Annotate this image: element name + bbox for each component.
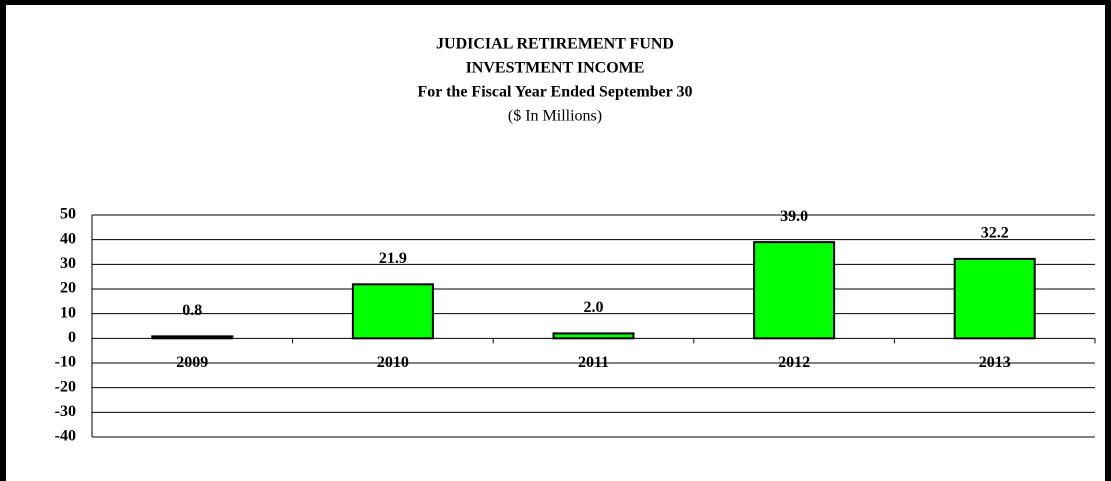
y-tick-label: 10 — [60, 304, 76, 321]
x-tick-label: 2012 — [778, 354, 810, 371]
y-tick-label: -10 — [55, 354, 76, 371]
data-label: 2.0 — [584, 299, 604, 316]
chart-subtitle: ($ In Millions) — [508, 108, 602, 125]
data-label: 39.0 — [780, 208, 808, 225]
data-label: 21.9 — [379, 250, 407, 267]
data-label: 32.2 — [981, 225, 1009, 242]
y-tick-label: 0 — [68, 329, 76, 346]
y-tick-label: -20 — [55, 378, 76, 395]
x-tick-label: 2009 — [176, 354, 208, 371]
y-tick-label: 50 — [60, 206, 76, 223]
x-tick-label: 2011 — [578, 354, 609, 371]
y-tick-label: 20 — [60, 280, 76, 297]
y-tick-label: -40 — [55, 428, 76, 445]
frame-right — [1105, 0, 1111, 481]
y-tick-label: -30 — [55, 403, 76, 420]
bar — [351, 283, 434, 340]
data-label: 0.8 — [182, 302, 202, 319]
bar — [552, 332, 635, 340]
y-tick-label: 30 — [60, 255, 76, 272]
frame-top — [0, 0, 1111, 5]
x-tick-label: 2010 — [377, 354, 409, 371]
bar — [953, 257, 1036, 340]
frame-left — [0, 0, 6, 481]
bar — [151, 335, 234, 340]
chart-title: For the Fiscal Year Ended September 30 — [418, 84, 693, 101]
y-tick-label: 40 — [60, 230, 76, 247]
chart-title: JUDICIAL RETIREMENT FUND — [436, 36, 674, 53]
x-tick-label: 2013 — [979, 354, 1011, 371]
bar — [753, 241, 836, 340]
chart-title: INVESTMENT INCOME — [466, 60, 645, 77]
